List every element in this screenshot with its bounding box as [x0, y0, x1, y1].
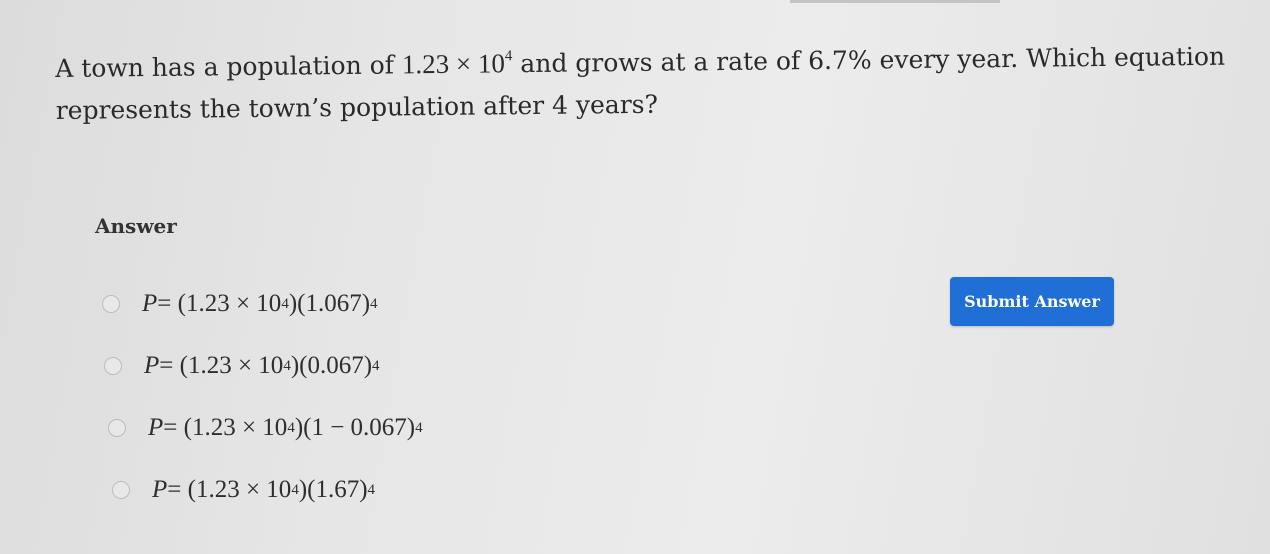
answer-option-2[interactable]: P = (1.23 × 10 4)(0.067) 4 — [104, 352, 380, 380]
option-var: P — [142, 290, 158, 317]
question-text: A town has a population of 1.23 × 104 an… — [55, 28, 1246, 132]
answer-option-4[interactable]: P = (1.23 × 10 4)(1.67) 4 — [112, 476, 375, 504]
exponent: 4 — [287, 419, 295, 436]
option-text: )(1.67) — [298, 476, 368, 503]
question-math: 1.23 × 104 — [402, 48, 513, 79]
option-var: P — [152, 476, 168, 503]
exponent: 4 — [283, 357, 291, 374]
top-edge-bar — [790, 0, 1000, 3]
option-text: = (1.23 × 10 — [163, 414, 288, 441]
option-text: = (1.23 × 10 — [167, 476, 292, 503]
exponent: 4 — [281, 295, 289, 312]
exponent: 4 — [367, 481, 376, 498]
submit-answer-button[interactable]: Submit Answer — [950, 277, 1114, 326]
radio-button[interactable] — [102, 295, 120, 313]
radio-button[interactable] — [108, 419, 126, 437]
answer-option-1[interactable]: P = (1.23 × 10 4)(1.067) 4 — [102, 290, 378, 318]
answer-option-3[interactable]: P = (1.23 × 10 4)(1 − 0.067) 4 — [108, 414, 423, 442]
option-var: P — [148, 414, 164, 441]
answer-label: Answer — [95, 214, 177, 238]
option-text: )(0.067) — [290, 352, 373, 379]
exponent: 4 — [415, 419, 423, 436]
exponent: 4 — [291, 481, 299, 498]
option-var: P — [144, 352, 160, 379]
radio-button[interactable] — [112, 481, 130, 499]
exponent: 4 — [372, 357, 380, 374]
option-text: = (1.23 × 10 — [159, 352, 284, 379]
radio-button[interactable] — [104, 357, 122, 375]
question-part: A town has a population of — [55, 50, 403, 83]
exponent: 4 — [370, 295, 378, 312]
option-text: )(1.067) — [288, 290, 371, 317]
option-text: )(1 − 0.067) — [294, 414, 416, 441]
math-base: 1.23 × 10 — [401, 48, 506, 80]
option-text: = (1.23 × 10 — [157, 290, 282, 317]
